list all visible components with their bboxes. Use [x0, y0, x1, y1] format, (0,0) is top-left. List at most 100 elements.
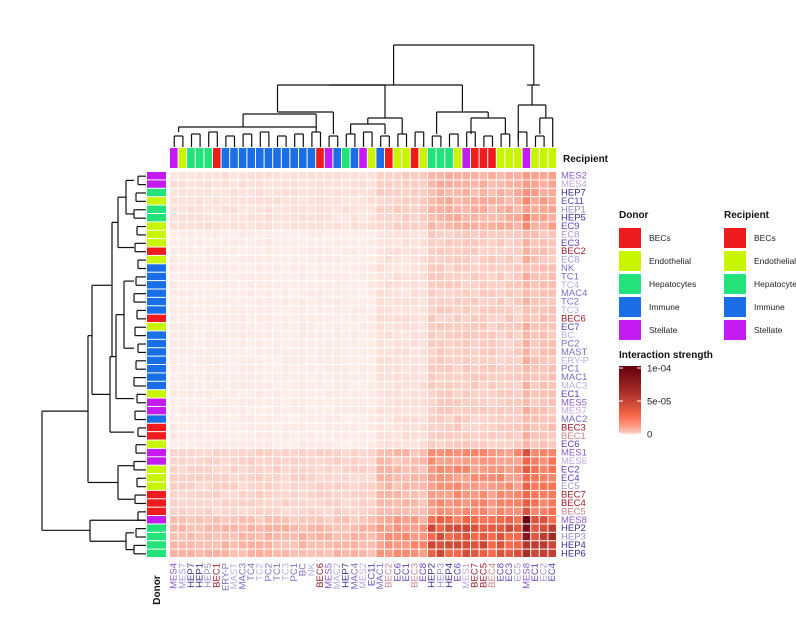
heatmap-cell [273, 323, 281, 331]
heatmap-cell [178, 172, 187, 180]
heatmap-cell [453, 289, 462, 297]
heatmap-cell [213, 255, 221, 264]
heatmap-cell [514, 440, 522, 448]
heatmap-cell [213, 440, 221, 448]
heatmap-cell [281, 281, 290, 289]
heatmap-cell [393, 213, 402, 222]
heatmap-cell [367, 348, 376, 356]
row-group-swatch [147, 339, 166, 348]
heatmap-cell [195, 465, 204, 474]
heatmap-cell [316, 289, 324, 297]
heatmap-cell [367, 423, 376, 432]
heatmap-cell [221, 398, 230, 406]
heatmap-cell [471, 264, 479, 272]
heatmap-cell [539, 490, 548, 499]
heatmap-cell [376, 516, 384, 524]
heatmap-cell [548, 516, 556, 524]
heatmap-cell [522, 390, 531, 398]
heatmap-cell [488, 289, 496, 297]
heatmap-cell [462, 423, 470, 432]
heatmap-cell [342, 339, 350, 348]
heatmap-cell [514, 524, 522, 532]
heatmap-cell [256, 213, 264, 222]
heatmap-cell [195, 272, 204, 281]
col-label: HEP7 [186, 563, 197, 588]
heatmap-cell [238, 306, 247, 314]
heatmap-cell [531, 549, 539, 557]
heatmap-cell [436, 339, 445, 348]
heatmap-cell [436, 197, 445, 205]
heatmap-cell [514, 239, 522, 247]
heatmap-cell [299, 432, 307, 440]
heatmap-cell [393, 205, 402, 213]
heatmap-cell [350, 222, 359, 230]
row-label: ERY-P [561, 355, 589, 366]
heatmap-cell [548, 541, 556, 549]
heatmap-cell [299, 197, 307, 205]
heatmap-cell [428, 490, 436, 499]
heatmap-cell [505, 297, 513, 306]
heatmap-cell [307, 390, 316, 398]
heatmap-cell [539, 348, 548, 356]
heatmap-cell [359, 172, 367, 180]
heatmap-cell [445, 348, 453, 356]
heatmap-cell [436, 180, 445, 188]
heatmap-cell [488, 331, 496, 339]
col-label: BC [298, 563, 309, 576]
col-label: MES7 [177, 563, 188, 589]
colorscale-step [619, 418, 641, 421]
heatmap-cell [367, 415, 376, 423]
heatmap-cell [299, 499, 307, 507]
heatmap-cell [238, 381, 247, 390]
heatmap-cell [410, 348, 419, 356]
heatmap-cell [342, 474, 350, 482]
heatmap-cell [264, 507, 273, 516]
heatmap-cell [238, 524, 247, 532]
heatmap-cell [230, 457, 238, 465]
heatmap-cell [238, 230, 247, 239]
heatmap-cell [273, 448, 281, 457]
heatmap-cell [505, 499, 513, 507]
row-label: MES2 [561, 171, 587, 182]
heatmap-cell [333, 415, 341, 423]
heatmap-cell [393, 222, 402, 230]
heatmap-cell [367, 180, 376, 188]
heatmap-cell [324, 474, 333, 482]
heatmap-cell [290, 516, 298, 524]
heatmap-cell [204, 381, 212, 390]
heatmap-cell [531, 532, 539, 541]
heatmap-cell [264, 390, 273, 398]
heatmap-cell [178, 415, 187, 423]
heatmap-cell [333, 532, 341, 541]
heatmap-cell [428, 314, 436, 323]
heatmap-cell [539, 381, 548, 390]
heatmap-cell [428, 406, 436, 415]
heatmap-cell [419, 373, 427, 381]
heatmap-cell [488, 457, 496, 465]
heatmap-cell [436, 390, 445, 398]
heatmap-cell [385, 297, 393, 306]
heatmap-cell [367, 390, 376, 398]
heatmap-cell [256, 365, 264, 373]
heatmap-cell [539, 180, 548, 188]
heatmap-cell [376, 398, 384, 406]
heatmap-cell [307, 440, 316, 448]
heatmap-cell [496, 356, 505, 364]
heatmap-cell [462, 406, 470, 415]
heatmap-cell [419, 365, 427, 373]
heatmap-cell [539, 390, 548, 398]
heatmap-cell [247, 541, 255, 549]
heatmap-cell [410, 373, 419, 381]
heatmap-cell [342, 255, 350, 264]
heatmap-cell [359, 297, 367, 306]
heatmap-cell [221, 457, 230, 465]
col-group-swatch [376, 148, 384, 168]
heatmap-cell [367, 549, 376, 557]
heatmap-cell [170, 247, 178, 255]
colorscale-step [619, 402, 641, 406]
heatmap-cell [247, 255, 255, 264]
col-group-swatch [445, 148, 453, 168]
heatmap-cell [471, 339, 479, 348]
heatmap-cell [479, 365, 488, 373]
heatmap-cell [462, 541, 470, 549]
